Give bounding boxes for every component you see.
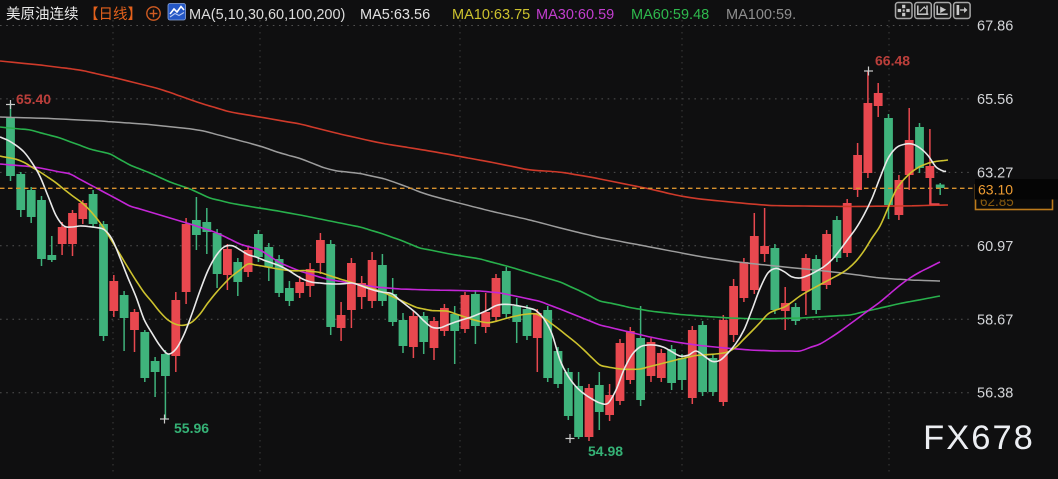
svg-text:67.86: 67.86 xyxy=(977,19,1013,35)
svg-text:MA60:59.48: MA60:59.48 xyxy=(631,7,709,23)
svg-text:66.48: 66.48 xyxy=(875,53,910,69)
svg-text:MA100:59.: MA100:59. xyxy=(726,7,796,23)
svg-text:MA(5,10,30,60,100,200): MA(5,10,30,60,100,200) xyxy=(189,7,345,23)
svg-text:MA30:60.59: MA30:60.59 xyxy=(536,7,614,23)
svg-text:55.96: 55.96 xyxy=(174,420,209,436)
svg-text:54.98: 54.98 xyxy=(588,443,623,459)
svg-text:58.67: 58.67 xyxy=(977,312,1013,328)
svg-text:63.10: 63.10 xyxy=(978,181,1013,197)
svg-text:FX678: FX678 xyxy=(923,419,1035,457)
svg-text:MA5:63.56: MA5:63.56 xyxy=(360,7,430,23)
svg-text:MA10:63.75: MA10:63.75 xyxy=(452,7,530,23)
svg-text:60.97: 60.97 xyxy=(977,239,1013,255)
svg-text:美原油连续: 美原油连续 xyxy=(6,6,79,23)
svg-text:56.38: 56.38 xyxy=(977,386,1013,402)
svg-text:65.40: 65.40 xyxy=(16,91,51,107)
svg-text:65.56: 65.56 xyxy=(977,92,1013,108)
svg-text:【日线】: 【日线】 xyxy=(84,6,142,23)
svg-text:63.27: 63.27 xyxy=(977,165,1013,181)
